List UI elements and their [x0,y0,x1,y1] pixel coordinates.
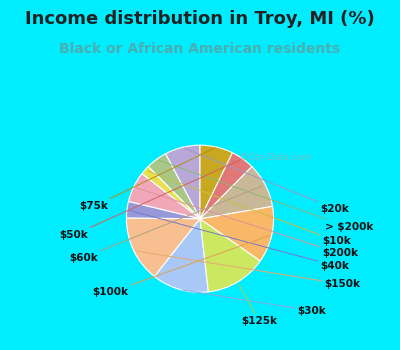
Wedge shape [200,206,274,261]
Text: $125k: $125k [239,285,277,326]
Text: Income distribution in Troy, MI (%): Income distribution in Troy, MI (%) [25,10,375,28]
Wedge shape [200,219,260,292]
Wedge shape [154,219,208,292]
Text: $60k: $60k [69,186,263,262]
Text: > $200k: > $200k [159,160,373,232]
Text: $100k: $100k [92,236,269,298]
Text: $75k: $75k [79,148,214,211]
Text: $200k: $200k [136,188,359,259]
Text: $150k: $150k [136,251,361,289]
Wedge shape [200,153,252,219]
Text: $40k: $40k [130,210,350,271]
Wedge shape [200,145,232,219]
Wedge shape [126,218,200,276]
Text: $10k: $10k [148,171,351,246]
Wedge shape [148,154,200,219]
Wedge shape [200,167,272,219]
Text: Black or African American residents: Black or African American residents [60,42,340,56]
Wedge shape [126,202,200,219]
Text: ©City-Data.com: ©City-Data.com [239,153,312,162]
Wedge shape [166,145,200,219]
Text: $50k: $50k [59,160,240,240]
Wedge shape [128,174,200,219]
Text: $20k: $20k [185,148,349,214]
Wedge shape [142,167,200,219]
Text: $30k: $30k [183,290,326,316]
